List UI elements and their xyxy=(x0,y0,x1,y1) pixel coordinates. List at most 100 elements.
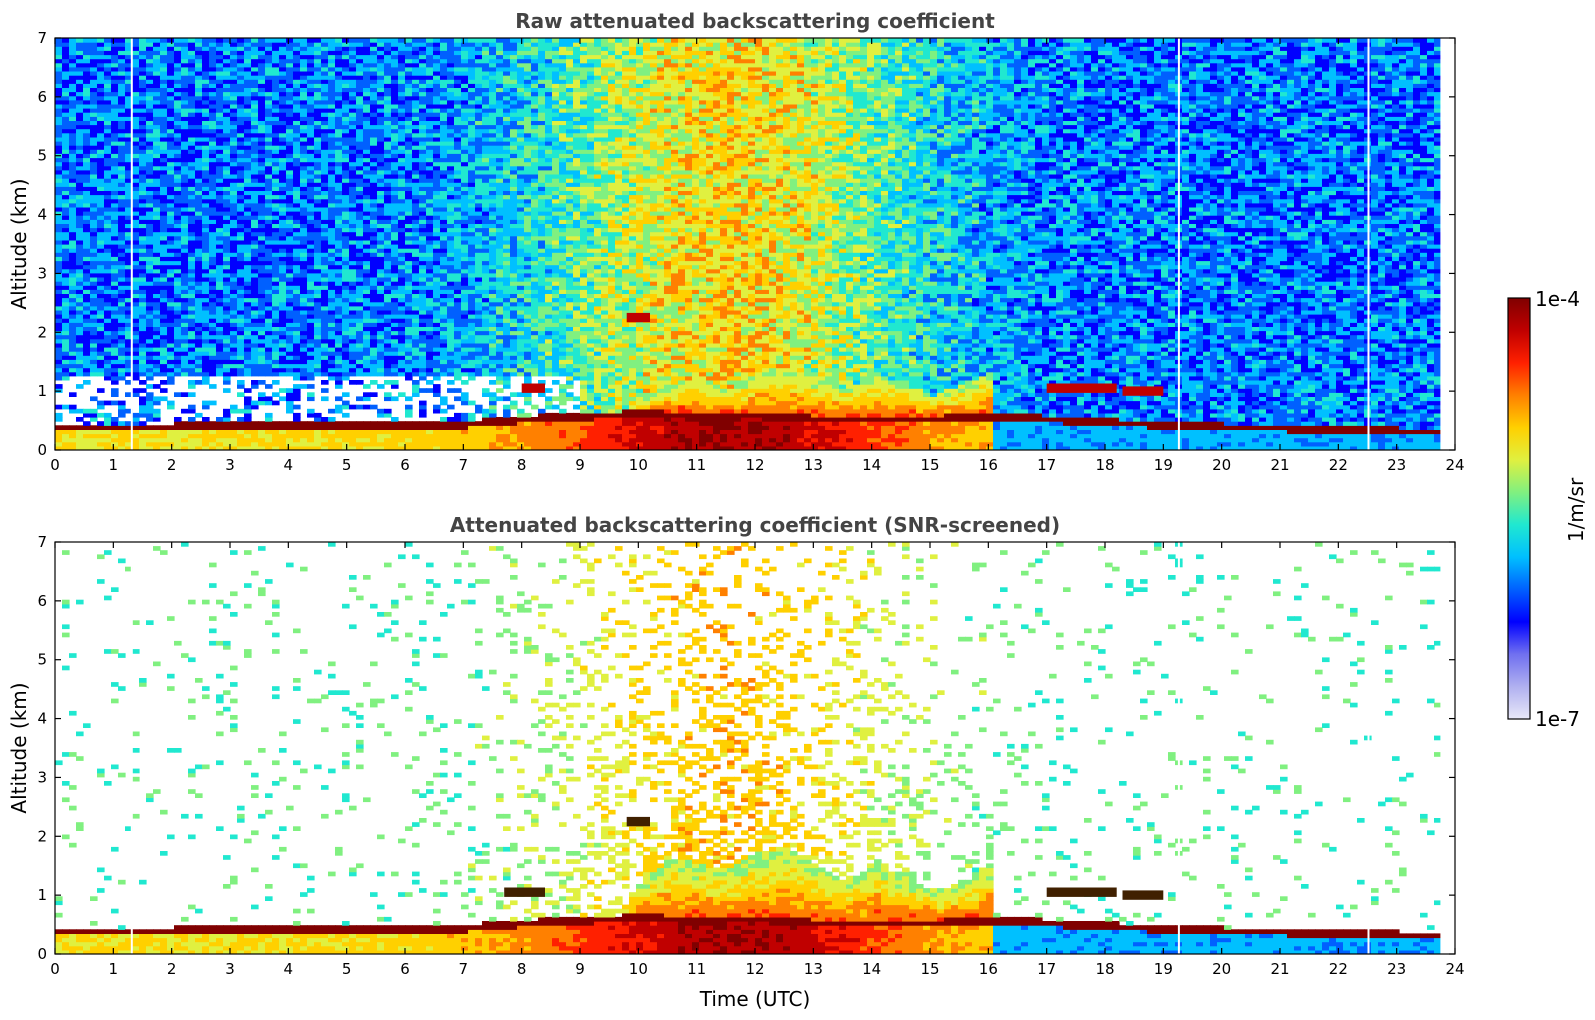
heatmap-cell xyxy=(188,186,196,191)
heatmap-cell xyxy=(307,293,315,299)
heatmap-cell xyxy=(384,190,392,196)
heatmap-cell xyxy=(97,190,105,196)
heatmap-cell xyxy=(146,169,154,175)
heatmap-cell xyxy=(286,223,294,229)
heatmap-cell xyxy=(195,153,203,159)
heatmap-cell xyxy=(342,375,350,381)
heatmap-cell xyxy=(314,211,322,216)
heatmap-cell xyxy=(237,272,245,278)
heatmap-cell xyxy=(237,161,245,167)
heatmap-cell xyxy=(118,277,126,282)
heatmap-cell xyxy=(335,145,343,150)
heatmap-cell xyxy=(132,223,140,229)
heatmap-cell xyxy=(223,330,231,336)
heatmap-cell xyxy=(412,305,420,311)
heatmap-cell xyxy=(251,149,259,154)
heatmap-cell xyxy=(111,318,119,323)
heatmap-cell xyxy=(314,264,322,270)
heatmap-cell xyxy=(118,186,126,191)
heatmap-cell xyxy=(398,239,406,245)
heatmap-cell xyxy=(405,425,413,430)
heatmap-cell xyxy=(167,256,175,262)
heatmap-cell xyxy=(412,42,420,47)
heatmap-cell xyxy=(370,215,378,220)
heatmap-cell xyxy=(426,260,434,266)
heatmap-cell xyxy=(132,281,140,286)
heatmap-cell xyxy=(412,38,420,43)
heatmap-cell xyxy=(293,186,301,191)
heatmap-cell xyxy=(139,132,147,138)
heatmap-cell xyxy=(363,396,371,402)
heatmap-cell xyxy=(307,75,315,80)
heatmap-cell xyxy=(209,256,217,262)
heatmap-cell xyxy=(167,223,175,229)
heatmap-cell xyxy=(419,252,427,257)
heatmap-cell xyxy=(188,99,196,105)
heatmap-cell xyxy=(174,38,182,43)
heatmap-cell xyxy=(244,42,252,47)
heatmap-cell xyxy=(349,50,357,56)
heatmap-cell xyxy=(167,58,175,64)
heatmap-cell xyxy=(139,277,147,282)
heatmap-cell xyxy=(125,437,133,443)
heatmap-cell xyxy=(307,289,315,294)
heatmap-cell xyxy=(83,421,91,426)
heatmap-cell xyxy=(209,136,217,142)
heatmap-cell xyxy=(174,66,182,72)
heatmap-cell xyxy=(62,83,70,88)
heatmap-cell xyxy=(384,169,392,175)
heatmap-cell xyxy=(188,392,196,397)
heatmap-cell xyxy=(230,297,238,303)
heatmap-cell xyxy=(419,388,427,393)
heatmap-cell xyxy=(328,71,336,76)
heatmap-cell xyxy=(153,112,161,117)
heatmap-cell xyxy=(363,256,371,262)
heatmap-cell xyxy=(412,66,420,72)
heatmap-cell xyxy=(216,186,224,191)
heatmap-cell xyxy=(272,66,280,72)
heatmap-cell xyxy=(209,248,217,253)
heatmap-cell xyxy=(139,272,147,278)
heatmap-cell xyxy=(377,289,385,294)
heatmap-cell xyxy=(314,429,322,435)
heatmap-cell xyxy=(356,169,364,175)
heatmap-cell xyxy=(251,194,259,200)
heatmap-cell xyxy=(202,252,210,257)
heatmap-cell xyxy=(398,149,406,154)
heatmap-cell xyxy=(391,297,399,303)
heatmap-cell xyxy=(314,169,322,175)
heatmap-cell xyxy=(398,367,406,373)
heatmap-cell xyxy=(111,91,119,97)
heatmap-cell xyxy=(293,256,301,262)
heatmap-cell xyxy=(195,169,203,175)
heatmap-cell xyxy=(174,272,182,278)
heatmap-cell xyxy=(97,182,105,187)
heatmap-cell xyxy=(377,75,385,80)
heatmap-cell xyxy=(398,309,406,315)
heatmap-cell xyxy=(426,322,434,327)
heatmap-cell xyxy=(146,149,154,154)
heatmap-cell xyxy=(230,38,238,43)
heatmap-cell xyxy=(132,371,140,377)
heatmap-cell xyxy=(76,120,84,126)
heatmap-cell xyxy=(321,351,329,356)
heatmap-cell xyxy=(258,132,266,138)
heatmap-cell xyxy=(62,38,70,43)
heatmap-cell xyxy=(328,174,336,179)
heatmap-cell xyxy=(167,198,175,204)
heatmap-cell xyxy=(272,169,280,175)
heatmap-cell xyxy=(223,231,231,237)
heatmap-cell xyxy=(160,71,168,76)
heatmap-cell xyxy=(223,297,231,303)
heatmap-cell xyxy=(104,363,112,369)
heatmap-cell xyxy=(244,347,252,352)
heatmap-cell xyxy=(307,371,315,377)
heatmap-cell xyxy=(160,182,168,187)
heatmap-cell xyxy=(419,136,427,142)
heatmap-cell xyxy=(405,190,413,196)
heatmap-cell xyxy=(398,219,406,224)
heatmap-cell xyxy=(258,445,266,450)
heatmap-cell xyxy=(314,256,322,262)
heatmap-cell xyxy=(55,297,63,303)
heatmap-cell xyxy=(279,277,287,282)
